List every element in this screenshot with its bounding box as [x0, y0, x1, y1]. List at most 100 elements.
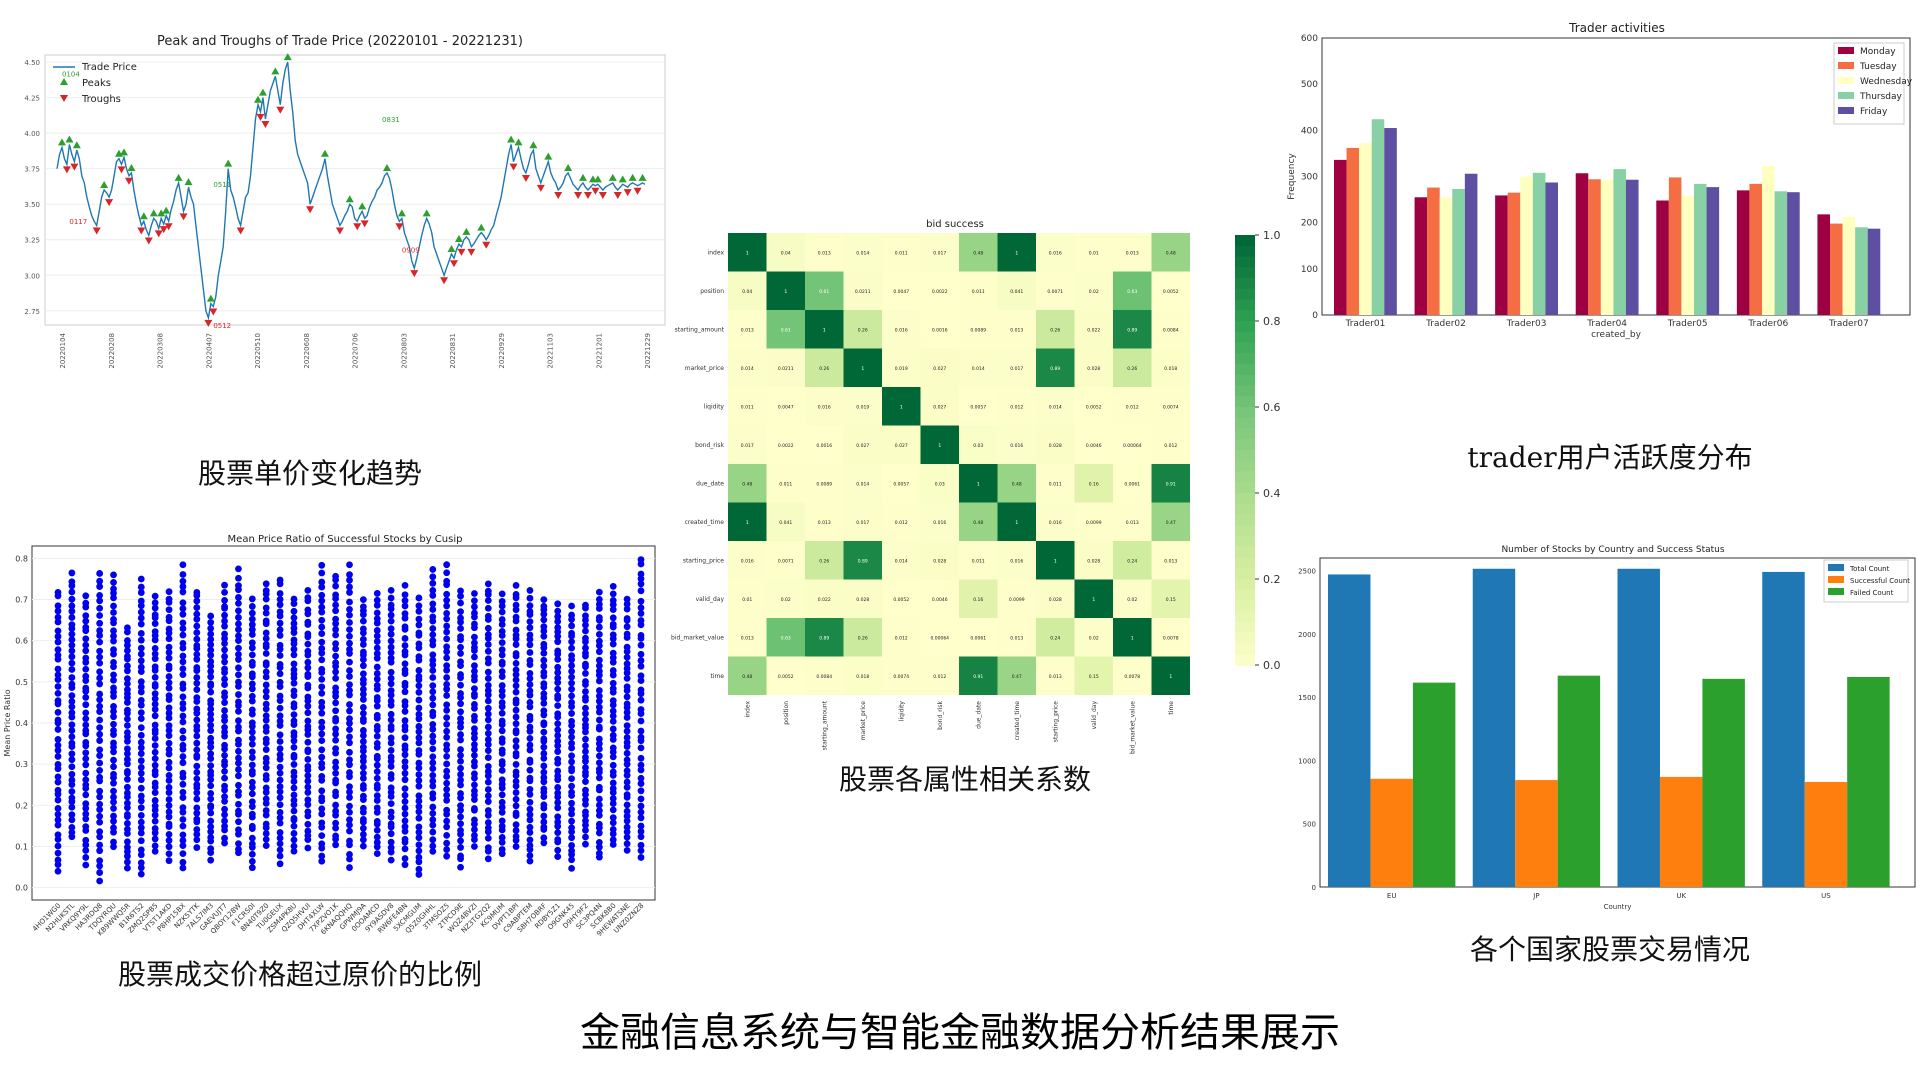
scatter-point — [304, 820, 312, 828]
scatter-point — [401, 785, 409, 793]
heatmap-cell — [997, 464, 1036, 503]
scatter-point — [54, 736, 62, 743]
scatter-point — [290, 807, 298, 815]
scatter-point — [193, 826, 201, 833]
scatter-point — [637, 733, 645, 741]
bar — [1829, 223, 1843, 315]
scatter-point — [512, 666, 520, 674]
scatter-point — [193, 762, 201, 770]
scatter-point — [471, 741, 478, 748]
scatter-point — [207, 828, 215, 836]
y-tick-label: 0 — [1312, 311, 1318, 321]
trough-marker — [144, 237, 153, 245]
cell-value: 0.017 — [856, 520, 869, 526]
scatter-point — [429, 836, 437, 844]
heatmap-cell — [1074, 310, 1113, 349]
scatter-point — [179, 794, 187, 801]
scatter-point — [124, 652, 131, 660]
y-tick-label: 2.75 — [24, 308, 40, 316]
scatter-point — [387, 734, 395, 742]
scatter-point — [429, 738, 437, 746]
heatmap-cell — [728, 348, 767, 387]
scatter-point — [137, 824, 145, 832]
scatter-point — [304, 738, 312, 746]
scatter-point — [443, 681, 451, 688]
scatter-point — [96, 668, 104, 676]
scatter-point — [457, 715, 464, 722]
cell-value: 0.0099 — [1009, 597, 1025, 603]
scatter-point — [637, 828, 645, 835]
scatter-point — [595, 801, 603, 809]
scatter-point — [68, 692, 76, 700]
scatter-point — [471, 639, 478, 647]
scatter-point — [387, 771, 395, 778]
scatter-point — [540, 596, 548, 604]
scatter-point — [443, 648, 451, 656]
scatter-point — [457, 790, 464, 797]
scatter-point — [498, 602, 506, 610]
scatter-point — [82, 755, 90, 763]
colorbar-segment — [1235, 450, 1255, 462]
scatter-point — [429, 809, 437, 817]
scatter-point — [568, 629, 575, 637]
legend-swatch — [1828, 576, 1844, 583]
scatter-point — [471, 805, 478, 812]
x-tick-label: bond_risk — [937, 700, 944, 729]
scatter-point — [124, 799, 131, 807]
colorbar-segment — [1235, 288, 1255, 301]
scatter-point — [68, 788, 76, 795]
scatter-point — [96, 708, 104, 715]
scatter-point — [262, 746, 270, 753]
cell-value: 0.0016 — [816, 443, 832, 449]
scatter-point — [568, 728, 575, 735]
scatter-point — [595, 765, 603, 773]
scatter-point — [373, 702, 381, 710]
peak-marker — [514, 138, 523, 146]
scatter-point — [82, 861, 90, 869]
scatter-point — [359, 804, 367, 812]
scatter-point — [526, 766, 534, 774]
scatter-point — [179, 671, 187, 679]
scatter-point — [68, 803, 76, 811]
bar — [1817, 214, 1830, 315]
scatter-point — [484, 723, 492, 731]
cell-value: 0.027 — [933, 404, 946, 410]
scatter-point — [346, 850, 353, 858]
scatter-point — [429, 771, 437, 779]
scatter-point — [221, 630, 228, 638]
scatter-point — [609, 631, 617, 639]
scatter-point — [568, 788, 575, 796]
peak-marker — [224, 159, 233, 167]
scatter-point — [429, 579, 437, 587]
scatter-point — [554, 702, 562, 710]
scatter-point — [595, 623, 603, 631]
scatter-point — [429, 721, 437, 728]
scatter-point — [179, 652, 187, 660]
colorbar-segment — [1235, 321, 1255, 333]
scatter-point — [609, 785, 617, 792]
scatter-point — [54, 602, 62, 610]
scatter-point — [512, 809, 520, 817]
scatter-point — [96, 577, 104, 585]
scatter-point — [443, 806, 451, 814]
scatter-point — [165, 802, 173, 809]
scatter-point — [290, 784, 298, 792]
scatter-point — [54, 627, 62, 635]
trough-marker — [467, 248, 476, 256]
scatter-point — [609, 841, 617, 848]
scatter-point — [637, 650, 645, 658]
scatter-point — [193, 705, 201, 713]
scatter-point — [276, 619, 284, 627]
bar — [1702, 678, 1745, 887]
scatter-point — [595, 630, 603, 638]
scatter-point — [568, 805, 575, 813]
cell-value: 0.15 — [1089, 674, 1099, 680]
scatter-point — [512, 582, 520, 589]
scatter-point — [359, 662, 367, 670]
legend-swatch — [1838, 92, 1854, 99]
scatter-point — [221, 681, 228, 688]
cell-value: 0.0061 — [1124, 481, 1140, 487]
scatter-point — [484, 786, 492, 793]
cell-value: 0.26 — [819, 558, 829, 564]
scatter-point — [332, 832, 340, 840]
